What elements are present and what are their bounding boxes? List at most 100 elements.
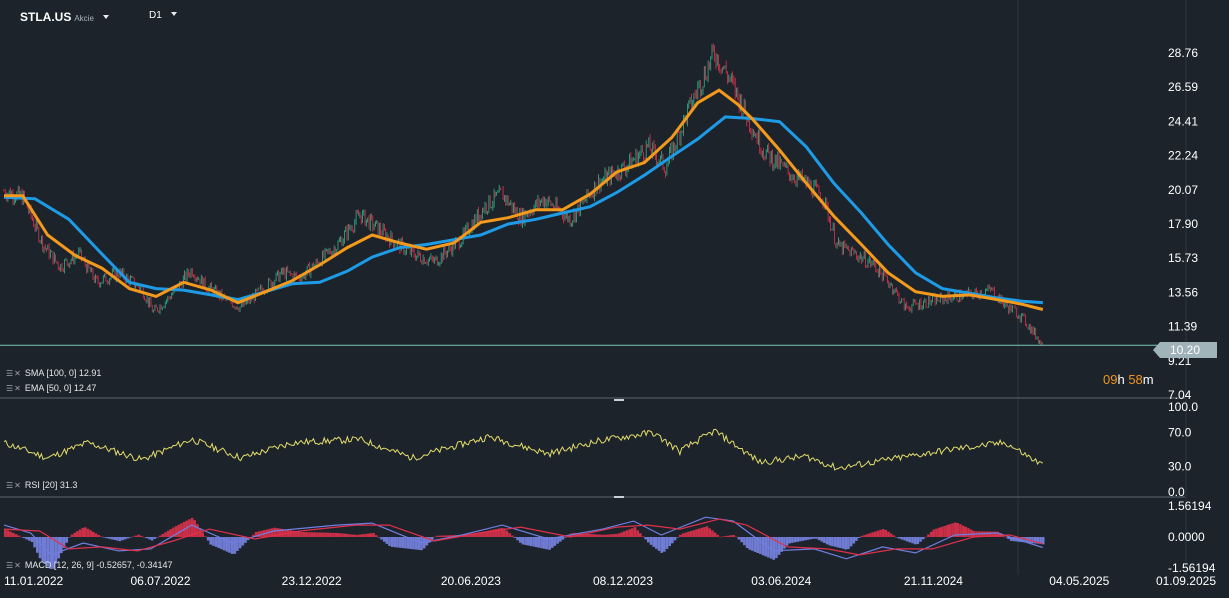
macd-bar <box>948 524 952 537</box>
macd-bar <box>273 527 277 537</box>
macd-bar <box>76 531 79 537</box>
macd-bar <box>783 537 786 549</box>
macd-bar <box>390 537 394 547</box>
macd-bar <box>924 536 928 538</box>
macd-bar <box>108 537 111 539</box>
pane-resize-handle[interactable] <box>614 496 624 498</box>
macd-bar <box>828 537 832 546</box>
macd-bar <box>652 537 655 547</box>
macd-bar <box>721 536 725 537</box>
macd-bar <box>156 537 159 538</box>
macd-bar <box>345 533 349 537</box>
macd-bar <box>892 535 896 537</box>
macd-bar <box>78 529 82 537</box>
macd-bar <box>649 537 653 545</box>
macd-bar <box>244 537 247 543</box>
macd-bar <box>961 525 965 537</box>
y-tick-label: 13.56 <box>1168 285 1198 299</box>
macd-bar <box>1031 537 1034 544</box>
macd-bar <box>358 534 362 537</box>
macd-bar <box>897 537 901 539</box>
macd-bar <box>30 537 34 542</box>
macd-bar <box>604 534 607 537</box>
macd-bar <box>919 537 922 542</box>
macd-bar <box>310 532 314 537</box>
macd-bar <box>641 536 645 537</box>
macd-bar <box>660 537 663 553</box>
macd-bar <box>633 527 637 537</box>
macd-bar <box>204 536 207 537</box>
macd-bar <box>527 537 530 546</box>
macd-bar <box>1001 535 1005 537</box>
macd-bar <box>134 535 138 537</box>
macd-bar <box>964 526 968 537</box>
y-tick-label: 15.73 <box>1168 251 1198 265</box>
macd-bar <box>548 537 551 550</box>
macd-bar <box>844 537 848 550</box>
macd-bar <box>591 534 594 537</box>
macd-bar <box>815 537 818 539</box>
macd-bar <box>214 537 218 547</box>
legend-rsi[interactable]: ☰✕ RSI [20] 31.3 <box>6 480 77 490</box>
macd-bar <box>105 537 108 539</box>
macd-bar <box>57 537 60 559</box>
settings-close-icon[interactable]: ☰✕ <box>6 369 22 378</box>
macd-bar <box>308 532 311 537</box>
settings-close-icon[interactable]: ☰✕ <box>6 481 22 490</box>
macd-bar <box>809 537 813 540</box>
legend-macd[interactable]: ☰✕ MACD [12, 26, 9] -0.52657, -0.34147 <box>6 560 172 570</box>
timeframe-selector[interactable]: D1 <box>149 10 177 21</box>
macd-bar <box>124 537 127 540</box>
macd-bar <box>49 537 52 569</box>
macd-bar <box>350 534 354 537</box>
y-tick-label: 11.39 <box>1168 320 1197 334</box>
macd-bar <box>441 535 445 537</box>
macd-bar <box>297 531 301 537</box>
macd-bar <box>180 523 183 537</box>
settings-close-icon[interactable]: ☰✕ <box>6 384 22 393</box>
x-tick-label: 20.06.2023 <box>441 574 501 588</box>
macd-bar <box>545 537 549 550</box>
macd-bar <box>945 525 949 537</box>
macd-bar <box>820 537 824 542</box>
macd-bar <box>556 537 559 544</box>
macd-bar <box>903 537 906 541</box>
macd-bar <box>553 537 557 546</box>
macd-bar <box>380 537 383 540</box>
legend-ema[interactable]: ☰✕ EMA [50, 0] 12.47 <box>6 383 96 393</box>
symbol-selector[interactable]: STLA.US Akcie <box>20 10 109 24</box>
y-tick-label: 100.0 <box>1168 400 1198 414</box>
macd-bar <box>911 537 914 544</box>
macd-bar <box>905 537 909 542</box>
macd-bar <box>254 532 258 537</box>
countdown-hours-unit: h <box>1117 372 1125 387</box>
macd-bar <box>871 532 874 537</box>
macd-bar <box>25 537 28 540</box>
macd-bar <box>692 530 695 537</box>
macd-bar <box>831 537 834 547</box>
macd-bar <box>164 532 167 537</box>
chevron-down-icon[interactable] <box>102 15 109 19</box>
macd-bar <box>772 537 775 560</box>
macd-bar <box>502 528 506 537</box>
macd-bar <box>369 533 373 537</box>
macd-bar <box>190 517 194 537</box>
chevron-down-icon[interactable] <box>170 12 177 16</box>
legend-sma[interactable]: ☰✕ SMA [100, 0] 12.91 <box>6 368 101 378</box>
macd-bar <box>695 529 698 537</box>
macd-bar <box>209 537 212 545</box>
macd-bar <box>697 528 701 537</box>
macd-bar <box>876 530 880 537</box>
settings-close-icon[interactable]: ☰✕ <box>6 561 22 570</box>
macd-bar <box>356 534 359 537</box>
macd-bar <box>292 530 295 537</box>
macd-bar <box>385 537 389 544</box>
macd-bar <box>1039 537 1042 544</box>
macd-bar <box>1041 537 1045 545</box>
macd-bar <box>537 537 541 548</box>
macd-bar <box>201 532 204 537</box>
pane-resize-handle[interactable] <box>614 399 624 401</box>
macd-bar <box>302 532 306 537</box>
macd-bar <box>929 531 933 537</box>
